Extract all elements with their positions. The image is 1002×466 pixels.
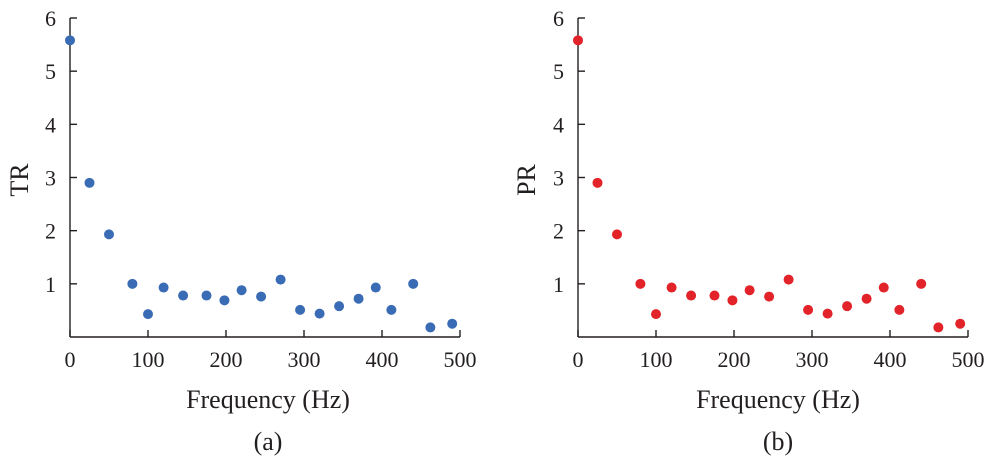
panel-b-x-tick-label: 400	[874, 347, 907, 372]
panel-a-data-point	[104, 229, 114, 240]
panel-b-y-tick-label: 4	[553, 112, 564, 137]
panel-a-y-tick-label: 4	[45, 112, 56, 137]
panel-b-data-point	[783, 274, 794, 285]
panel-a-data-point	[178, 290, 189, 301]
panel-b-x-tick-label: 500	[952, 347, 985, 372]
panel-a-data-point	[425, 322, 436, 333]
panel-a-data-point	[334, 301, 345, 312]
panel-a-y-tick-label: 5	[45, 59, 56, 84]
panel-a-data-point	[127, 278, 138, 289]
panel-b-data-point	[861, 293, 872, 304]
panel-b-y-tick-label: 5	[553, 59, 564, 84]
panel-b-data-point	[592, 177, 603, 188]
panel-a-data-point	[447, 318, 458, 329]
panel-a-xlabel: Frequency (Hz)	[186, 385, 350, 414]
panel-b-data-point	[666, 282, 677, 293]
panel-a-x-tick-label: 200	[210, 347, 243, 372]
panel-b-caption: (b)	[763, 427, 793, 456]
panel-b-y-tick-label: 2	[553, 219, 564, 244]
panel-b-x-tick-label: 0	[573, 347, 584, 372]
panel-a-data-point	[408, 278, 419, 289]
panel-a-x-tick-label: 300	[288, 347, 321, 372]
panel-b-ylabel: PR	[512, 163, 541, 195]
panel-a-caption: (a)	[254, 427, 283, 456]
panel-b-data-point	[686, 290, 697, 301]
panel-b-data-point	[573, 35, 583, 46]
panel-b-data-point	[764, 291, 775, 302]
panel-b-y-tick-label: 3	[553, 166, 564, 191]
panel-b-data-point	[822, 308, 833, 319]
panel-a-data-point	[143, 309, 153, 320]
panel-a-y-tick-label: 6	[45, 6, 56, 31]
panel-b-data-point	[933, 322, 944, 333]
panel-a-data-point	[201, 290, 212, 301]
panel-a-data-point	[65, 35, 75, 46]
panel-b-data-point	[612, 229, 622, 240]
panel-a-ylabel: TR	[5, 163, 34, 197]
panel-a-data-point	[275, 274, 286, 285]
panel-b-data-point	[744, 285, 755, 296]
panel-a-y-tick-label: 2	[45, 219, 56, 244]
panel-b-data-point	[955, 318, 966, 329]
panel-a-x-tick-label: 400	[366, 347, 399, 372]
panel-a-data-point	[370, 282, 381, 293]
panel-b-data-point	[916, 278, 927, 289]
panel-b-data-point	[878, 282, 889, 293]
panel-b-xlabel: Frequency (Hz)	[696, 385, 860, 414]
panel-b-data-point	[651, 309, 661, 320]
panel-a-data-point	[256, 291, 267, 302]
panel-a-x-tick-label: 500	[444, 347, 477, 372]
panel-a-data-point	[295, 304, 306, 315]
panel-a-data-point	[84, 177, 95, 188]
panel-a-data-point	[386, 304, 397, 315]
panel-a-y-tick-label: 3	[45, 166, 56, 191]
panel-a-y-tick-label: 1	[45, 272, 56, 297]
panel-b-x-tick-label: 300	[796, 347, 829, 372]
panel-b: PR Frequency (Hz) (b) 1 2 3 4 5 6 0 100 200 300 40…	[512, 6, 985, 456]
panel-b-y-tick-label: 1	[553, 272, 564, 297]
panel-a: TR Frequency (Hz) (a) 1 2 3 4 5 6 0 100 200 300 40…	[5, 6, 477, 456]
panel-b-data-point	[635, 278, 646, 289]
panel-b-data-point	[709, 290, 720, 301]
panel-a-data-point	[353, 293, 364, 304]
panel-b-data-point	[727, 295, 738, 306]
panel-a-data-point	[314, 308, 325, 319]
panel-a-x-tick-label: 100	[132, 347, 165, 372]
panel-b-data-point	[803, 304, 814, 315]
panel-a-x-tick-label: 0	[65, 347, 76, 372]
panel-b-y-tick-label: 6	[553, 6, 564, 31]
panel-b-data-point	[842, 301, 853, 312]
panel-b-x-tick-label: 100	[640, 347, 673, 372]
panel-a-data-point	[219, 295, 230, 306]
panel-b-data-point	[894, 304, 905, 315]
panel-a-data-point	[158, 282, 169, 293]
panel-a-data-point	[236, 285, 247, 296]
panel-b-x-tick-label: 200	[718, 347, 751, 372]
